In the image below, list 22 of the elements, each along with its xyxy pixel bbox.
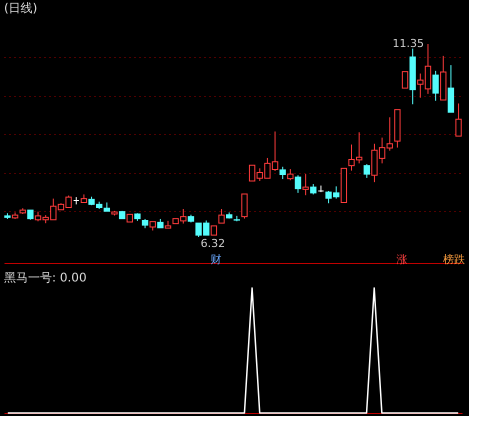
candlestick (455, 102, 462, 137)
candlestick (142, 218, 148, 229)
text: 榜跌 (443, 253, 465, 266)
candlestick (280, 166, 286, 180)
candlestick (27, 210, 34, 220)
candlestick (402, 71, 408, 89)
candlestick (302, 174, 309, 196)
candlestick (73, 196, 80, 205)
text: 财 (210, 253, 222, 266)
candlestick (294, 174, 302, 194)
text: 6.32 (200, 237, 226, 250)
text: 涨 (396, 253, 408, 266)
candlestick (241, 194, 248, 220)
annotation: 11.35 (392, 37, 424, 50)
candlestick (218, 208, 225, 224)
candlestick (364, 164, 370, 178)
candlestick (310, 184, 316, 195)
candlestick (210, 225, 218, 236)
chart-title: 黑马一号: 0.00 (4, 270, 87, 284)
chart-title: (日线) (4, 1, 38, 15)
candlestick (287, 168, 294, 181)
candlestick (432, 70, 439, 102)
